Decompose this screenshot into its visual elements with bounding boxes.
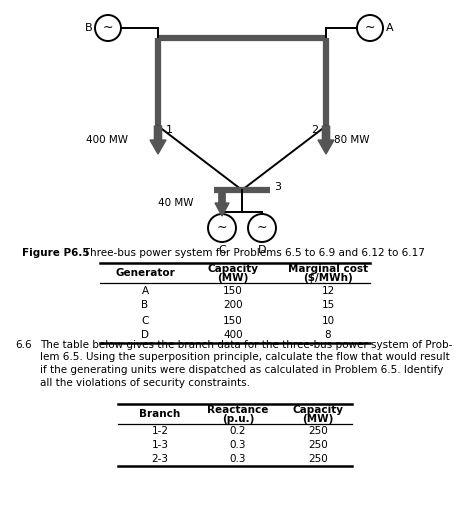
Text: 3: 3 bbox=[274, 182, 281, 192]
Text: ∼: ∼ bbox=[103, 21, 113, 33]
FancyArrow shape bbox=[150, 126, 166, 154]
Text: B: B bbox=[141, 300, 148, 311]
Text: 150: 150 bbox=[223, 285, 243, 296]
Text: Generator: Generator bbox=[115, 268, 175, 278]
Text: 200: 200 bbox=[223, 300, 243, 311]
Text: 400: 400 bbox=[223, 331, 243, 340]
Text: 10: 10 bbox=[321, 316, 335, 325]
Text: The table below gives the branch data for the three-bus power system of Prob-: The table below gives the branch data fo… bbox=[40, 340, 452, 350]
Text: ∼: ∼ bbox=[257, 220, 267, 233]
Text: (p.u.): (p.u.) bbox=[222, 414, 254, 424]
Text: (MW): (MW) bbox=[217, 273, 249, 283]
Text: ($/MWh): ($/MWh) bbox=[303, 273, 353, 283]
Text: all the violations of security constraints.: all the violations of security constrain… bbox=[40, 377, 250, 387]
Text: Marginal cost: Marginal cost bbox=[288, 264, 368, 274]
Text: Reactance: Reactance bbox=[207, 405, 269, 415]
Text: C: C bbox=[218, 245, 226, 255]
Text: 250: 250 bbox=[308, 454, 328, 464]
Text: Figure P6.5: Figure P6.5 bbox=[22, 248, 90, 258]
Text: lem 6.5. Using the superposition principle, calculate the flow that would result: lem 6.5. Using the superposition princip… bbox=[40, 352, 450, 363]
Text: 6.6: 6.6 bbox=[15, 340, 32, 350]
Text: D: D bbox=[258, 245, 266, 255]
Text: A: A bbox=[386, 23, 393, 33]
Text: if the generating units were dispatched as calculated in Problem 6.5. Identify: if the generating units were dispatched … bbox=[40, 365, 443, 375]
Text: ∼: ∼ bbox=[365, 21, 375, 33]
Text: 0.3: 0.3 bbox=[230, 440, 246, 450]
FancyArrow shape bbox=[318, 126, 334, 154]
Text: 0.3: 0.3 bbox=[230, 454, 246, 464]
Text: Capacity: Capacity bbox=[292, 405, 344, 415]
Text: 400 MW: 400 MW bbox=[86, 135, 128, 145]
Text: Three-bus power system for Problems 6.5 to 6.9 and 6.12 to 6.17: Three-bus power system for Problems 6.5 … bbox=[74, 248, 425, 258]
Text: 0.2: 0.2 bbox=[230, 426, 246, 436]
Text: 40 MW: 40 MW bbox=[158, 198, 194, 208]
FancyArrow shape bbox=[215, 190, 229, 216]
Text: B: B bbox=[85, 23, 93, 33]
Text: C: C bbox=[141, 316, 149, 325]
Text: Branch: Branch bbox=[139, 409, 181, 419]
Text: 1-2: 1-2 bbox=[152, 426, 168, 436]
Text: 250: 250 bbox=[308, 440, 328, 450]
Text: D: D bbox=[141, 331, 149, 340]
Text: 2: 2 bbox=[311, 125, 318, 135]
Text: A: A bbox=[141, 285, 148, 296]
Text: 1: 1 bbox=[166, 125, 173, 135]
Text: 1-3: 1-3 bbox=[152, 440, 168, 450]
Text: ∼: ∼ bbox=[217, 220, 227, 233]
Text: 150: 150 bbox=[223, 316, 243, 325]
Text: 12: 12 bbox=[321, 285, 335, 296]
Text: 8: 8 bbox=[325, 331, 331, 340]
Text: Capacity: Capacity bbox=[208, 264, 258, 274]
Text: (MW): (MW) bbox=[302, 414, 334, 424]
Text: 250: 250 bbox=[308, 426, 328, 436]
Text: 2-3: 2-3 bbox=[152, 454, 168, 464]
Text: 15: 15 bbox=[321, 300, 335, 311]
Text: Figure P6.5   Three-bus power system for Problems 6.5 to 6.9 and 6.12 to 6.17: Figure P6.5 Three-bus power system for P… bbox=[22, 248, 431, 258]
Text: 80 MW: 80 MW bbox=[334, 135, 370, 145]
